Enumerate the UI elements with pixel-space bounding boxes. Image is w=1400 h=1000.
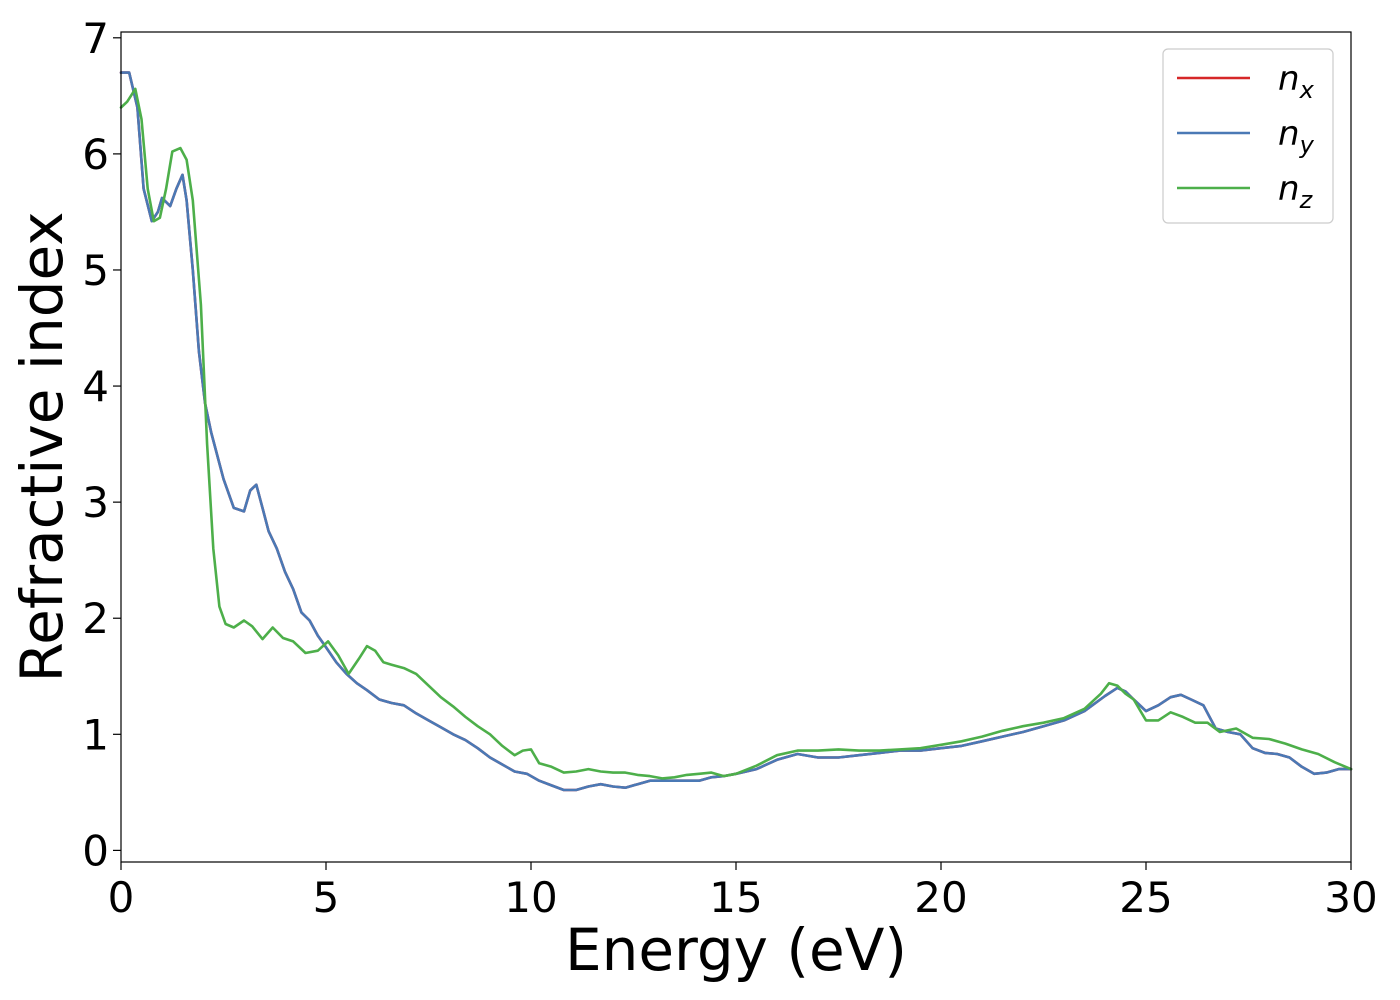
x-tick-label: 10: [504, 873, 557, 922]
legend-label-z: nz: [1278, 169, 1314, 214]
y-tick-label: 4: [82, 362, 109, 411]
y-tick-label: 7: [82, 14, 109, 63]
legend-box: [1162, 48, 1334, 224]
series-line-z: [119, 87, 1353, 780]
series-layer: [119, 71, 1353, 792]
x-tick-label: 25: [1119, 873, 1172, 922]
x-axis-title: Energy (eV): [565, 916, 907, 984]
legend-label-y: ny: [1278, 114, 1315, 159]
y-tick-label: 0: [82, 826, 109, 875]
y-tick-label: 5: [82, 246, 109, 295]
x-tick-label: 5: [313, 873, 340, 922]
y-tick-label: 3: [82, 478, 109, 527]
x-tick-label: 30: [1324, 873, 1377, 922]
x-axis: 0 5 10 15 20 25 30: [108, 862, 1378, 922]
y-tick-label: 1: [82, 710, 109, 759]
x-tick-label: 20: [914, 873, 967, 922]
legend: nx ny nz: [1162, 48, 1334, 224]
x-tick-label: 0: [108, 873, 135, 922]
y-tick-label: 6: [82, 130, 109, 179]
y-axis-title: Refractive index: [8, 211, 76, 682]
x-tick-label: 15: [709, 873, 762, 922]
y-axis: 0 1 2 3 4 5 6 7: [82, 14, 121, 875]
y-tick-label: 2: [82, 594, 109, 643]
legend-label-x: nx: [1278, 59, 1315, 104]
series-line-y: [119, 71, 1353, 792]
